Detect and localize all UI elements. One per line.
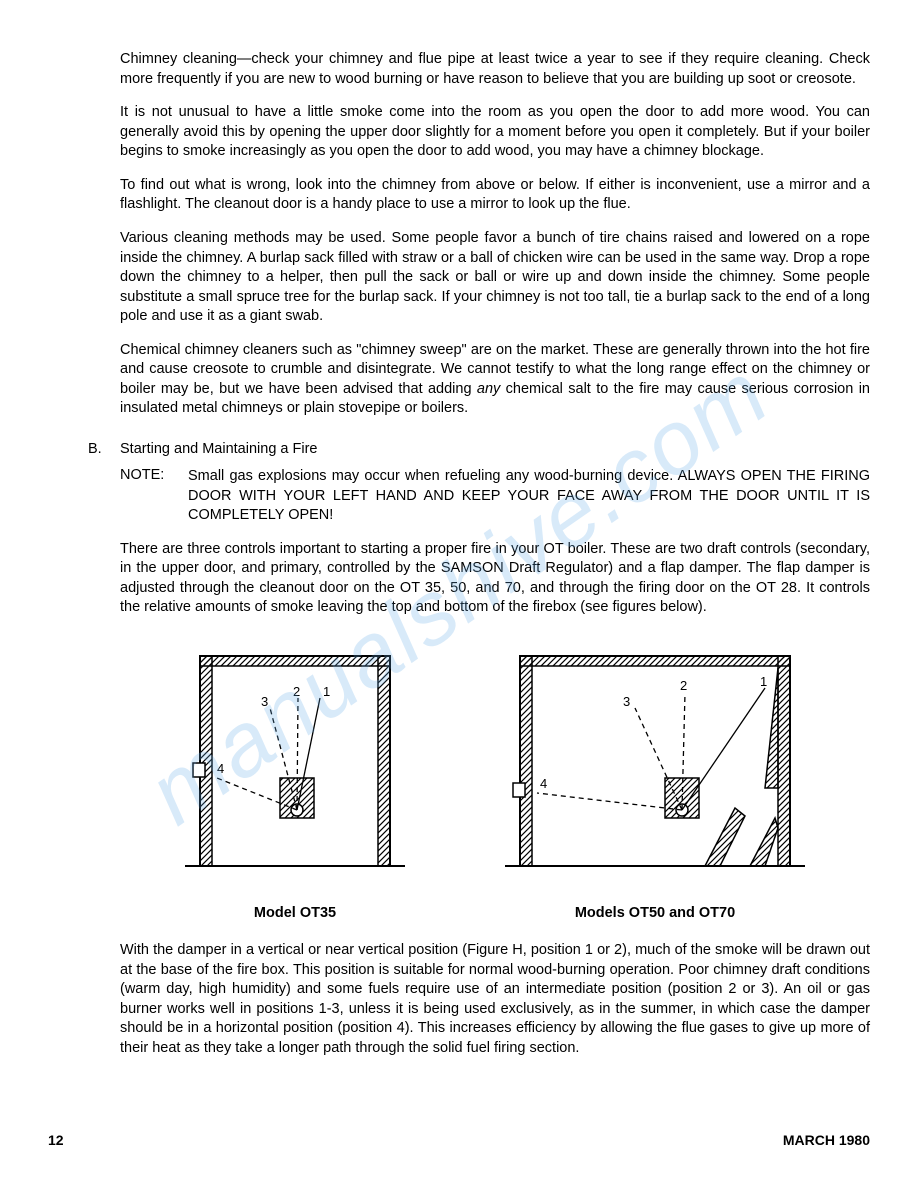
page: manualshive.com Chimney cleaning—check y…	[0, 0, 918, 1188]
note-label: NOTE:	[120, 467, 188, 526]
fig2-label-4: 4	[540, 776, 547, 791]
page-footer: 12 MARCH 1980	[48, 1132, 870, 1148]
note-text: Small gas explosions may occur when refu…	[188, 467, 870, 526]
paragraph-smoke: It is not unusual to have a little smoke…	[120, 103, 870, 162]
body-text-block-2: There are three controls important to st…	[120, 540, 870, 618]
para5-italic: any	[477, 381, 500, 397]
paragraph-chimney-cleaning: Chimney cleaning—check your chimney and …	[120, 50, 870, 89]
figure-caption-ot50-70: Models OT50 and OT70	[505, 905, 805, 921]
figures-container: 1 2 3 4 Model OT35	[120, 648, 870, 921]
note-row: NOTE: Small gas explosions may occur whe…	[120, 467, 870, 526]
fig1-label-4: 4	[217, 761, 224, 776]
section-letter: B.	[88, 441, 120, 457]
fig1-label-2: 2	[293, 684, 300, 699]
fig2-label-1: 1	[760, 674, 767, 689]
figure-caption-ot35: Model OT35	[185, 905, 405, 921]
fig1-label-3: 3	[261, 694, 268, 709]
diagram-ot35: 1 2 3 4	[185, 648, 405, 893]
fig2-label-3: 3	[623, 694, 630, 709]
fig2-label-2: 2	[680, 678, 687, 693]
section-header-row: B. Starting and Maintaining a Fire	[48, 441, 870, 457]
paragraph-inspect: To find out what is wrong, look into the…	[120, 176, 870, 215]
paragraph-damper-positions: With the damper in a vertical or near ve…	[120, 941, 870, 1058]
body-text-block: Chimney cleaning—check your chimney and …	[120, 50, 870, 419]
body-text-block-3: With the damper in a vertical or near ve…	[120, 941, 870, 1058]
figure-ot50-ot70: 1 2 3 4 Models OT50 and OT70	[505, 648, 805, 921]
paragraph-three-controls: There are three controls important to st…	[120, 540, 870, 618]
footer-date: MARCH 1980	[783, 1132, 870, 1148]
diagram-ot50-ot70: 1 2 3 4	[505, 648, 805, 893]
paragraph-chemical-cleaners: Chemical chimney cleaners such as "chimn…	[120, 341, 870, 419]
fig1-label-1: 1	[323, 684, 330, 699]
section-title: Starting and Maintaining a Fire	[120, 441, 317, 457]
paragraph-cleaning-methods: Various cleaning methods may be used. So…	[120, 229, 870, 327]
figure-ot35: 1 2 3 4 Model OT35	[185, 648, 405, 921]
page-number: 12	[48, 1132, 64, 1148]
